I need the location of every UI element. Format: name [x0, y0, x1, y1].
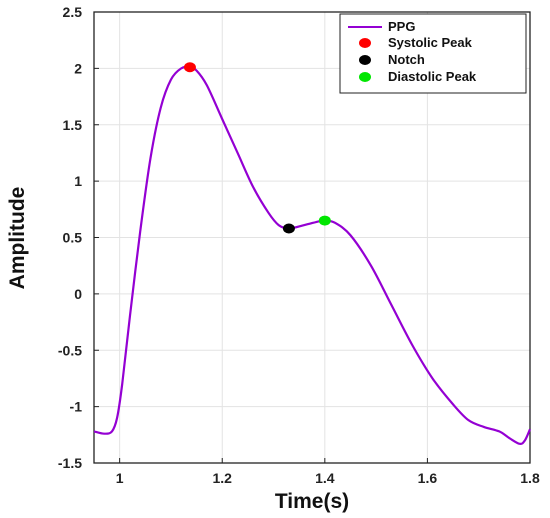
legend-label-systolic-peak: Systolic Peak: [388, 35, 473, 50]
legend-label-diastolic-peak: Diastolic Peak: [388, 69, 477, 84]
y-tick-label: 2: [74, 60, 82, 76]
axis-ticks: 1 1.2 1.4 1.6 1.8 -1.5 -1 -0.5 0 0.5 1 1.5 2 2.5: [58, 4, 540, 486]
y-axis-title: Amplitude: [6, 187, 29, 290]
x-tick-label: 1: [116, 470, 124, 486]
y-tick-label: -1.5: [58, 455, 82, 471]
y-tick-label: 1.5: [63, 117, 83, 133]
x-tick-label: 1.8: [520, 470, 540, 486]
legend-swatch-systolic-peak: [359, 38, 371, 48]
legend-label-notch: Notch: [388, 52, 425, 67]
legend-swatch-diastolic-peak: [359, 72, 371, 82]
x-tick-label: 1.4: [315, 470, 335, 486]
legend-label-ppg: PPG: [388, 19, 415, 34]
marker-systolic-peak: [183, 62, 196, 73]
x-tick-label: 1.2: [213, 470, 233, 486]
x-tick-label: 1.6: [418, 470, 438, 486]
legend-swatch-notch: [359, 55, 371, 65]
y-tick-label: 0.5: [63, 230, 83, 246]
peak-markers: [183, 62, 331, 234]
series-ppg-line: [93, 65, 532, 445]
marker-notch: [282, 223, 295, 234]
marker-diastolic-peak: [318, 215, 331, 226]
y-tick-label: -0.5: [58, 342, 82, 358]
y-tick-label: -1: [70, 399, 83, 415]
y-tick-label: 1: [74, 173, 82, 189]
x-axis-title: Time(s): [275, 490, 349, 513]
y-tick-label: 0: [74, 286, 82, 302]
y-tick-label: 2.5: [63, 4, 83, 20]
